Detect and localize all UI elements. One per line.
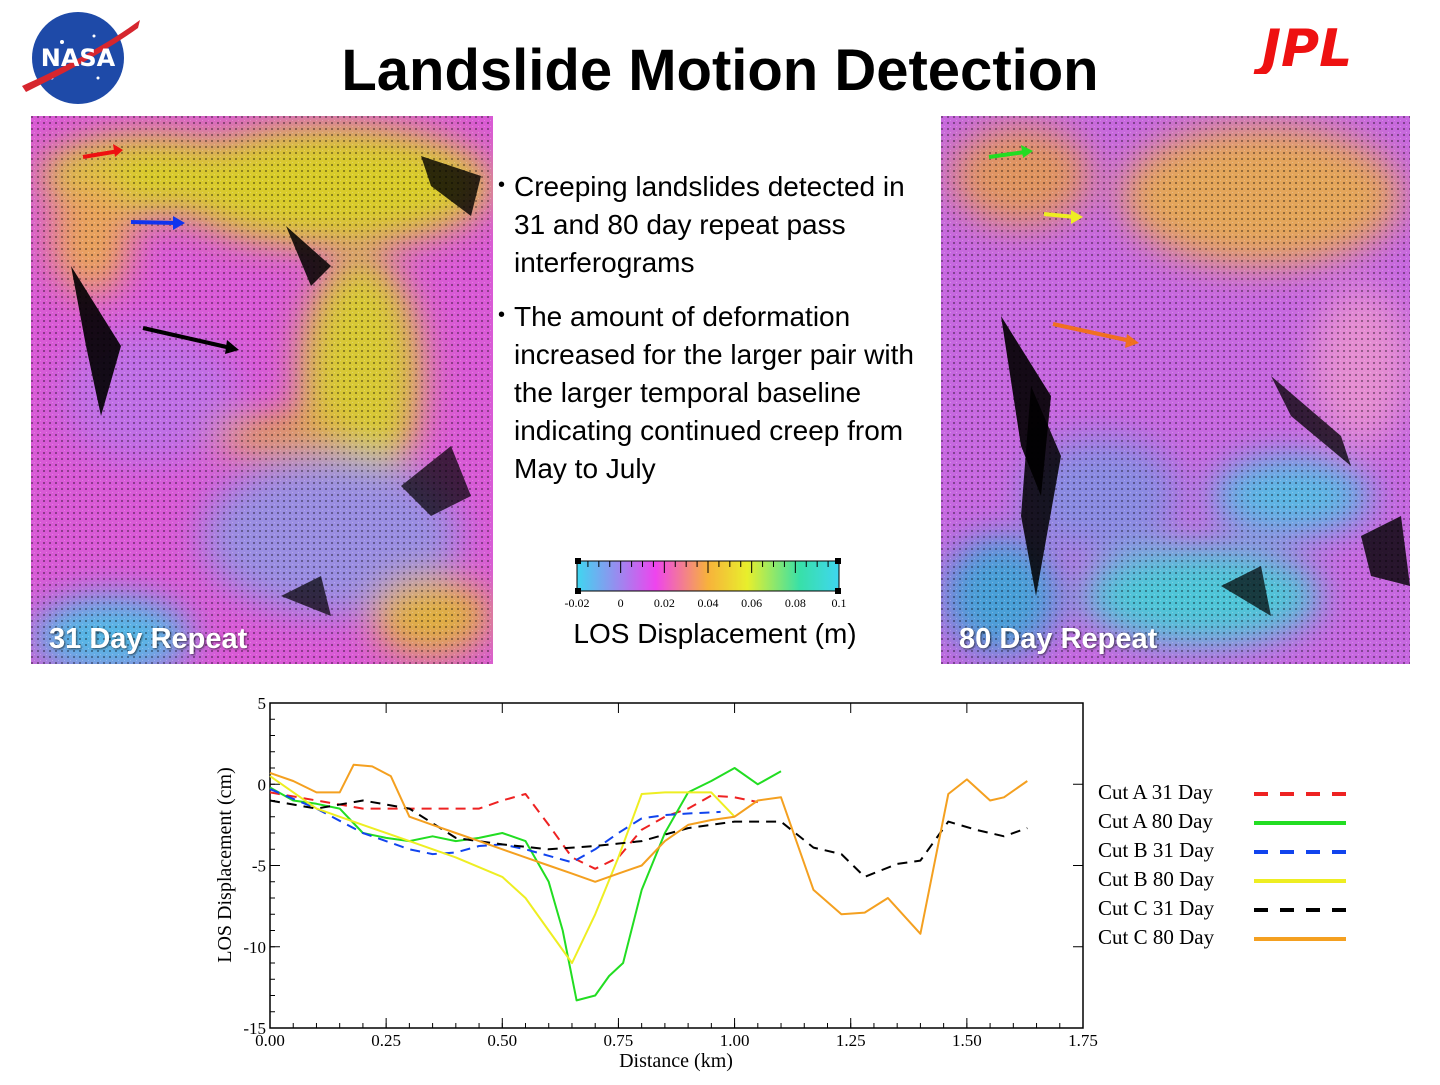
legend-label: Cut B 80 Day	[1098, 867, 1215, 891]
colorbar-tick-label: 0	[618, 596, 624, 610]
colorbar-tick-label: 0.08	[785, 596, 806, 610]
colorbar: -0.02 0 0.02 0.04 0.06 0.08 0.1	[550, 555, 860, 615]
orange-arrow	[1052, 322, 1132, 343]
colorbar-tick-label: -0.02	[565, 596, 590, 610]
nasa-logo-text: NASA	[41, 44, 116, 72]
jpl-logo-text: JPL	[1253, 22, 1353, 74]
x-tick-label: 0.75	[604, 1031, 634, 1050]
x-tick-label: 0.00	[255, 1031, 285, 1050]
y-tick-label: -15	[243, 1019, 266, 1038]
panel-label-31-day: 31 Day Repeat	[49, 623, 248, 655]
y-tick-label: 0	[258, 775, 267, 794]
colorbar-tick-label: 0.06	[741, 596, 762, 610]
legend-label: Cut B 31 Day	[1098, 838, 1215, 862]
x-axis-label: Distance (km)	[619, 1050, 733, 1072]
legend-item: Cut B 80 Day	[1098, 867, 1358, 896]
x-tick-label: 1.25	[836, 1031, 866, 1050]
series-line-cut-c-31-day	[269, 799, 1028, 878]
bullet-list: Creeping landslides detected in 31 and 8…	[496, 166, 932, 504]
interferogram-80-day: 80 Day Repeat	[941, 116, 1410, 664]
legend-label: Cut C 80 Day	[1098, 925, 1215, 949]
plot-frame	[269, 702, 1084, 1029]
series-line-cut-b-31-day	[269, 788, 721, 864]
legend-item: Cut A 80 Day	[1098, 809, 1358, 838]
y-tick-label: -10	[243, 938, 266, 957]
legend-item: Cut A 31 Day	[1098, 780, 1358, 809]
colorbar-tick-label: 0.02	[654, 596, 675, 610]
y-tick-label: 5	[258, 694, 267, 713]
interferogram-31-day: 31 Day Repeat	[31, 116, 493, 664]
bullet-item: Creeping landslides detected in 31 and 8…	[496, 166, 932, 282]
legend-label: Cut A 31 Day	[1098, 780, 1213, 804]
series-line-cut-a-31-day	[269, 791, 759, 870]
panel-label-80-day: 80 Day Repeat	[959, 623, 1158, 655]
colorbar-tick-label: 0.04	[698, 596, 719, 610]
y-tick-label: -5	[252, 857, 266, 876]
red-arrow	[82, 149, 120, 159]
displacement-chart: 0.00 0.25 0.50 0.75 1.00 1.25 1.50 1.75 5 0 -5 -10…	[205, 690, 1380, 1080]
black-arrow	[142, 326, 232, 350]
page-title: Landslide Motion Detection	[341, 38, 1099, 103]
chart-legend: Cut A 31 Day Cut A 80 Day Cut B 31 Day C…	[1098, 780, 1358, 954]
series-line-cut-b-80-day	[269, 775, 736, 964]
bullet-item: The amount of deformation increased for …	[496, 296, 932, 488]
x-tick-label: 1.50	[952, 1031, 982, 1050]
x-tick-label: 0.25	[371, 1031, 401, 1050]
colorbar-caption: LOS Displacement (m)	[573, 618, 857, 649]
jpl-logo: JPL	[1253, 22, 1353, 74]
green-arrow	[988, 150, 1026, 159]
nasa-logo: NASA	[22, 12, 140, 104]
legend-item: Cut C 80 Day	[1098, 925, 1358, 954]
interferogram-31-day-image	[31, 116, 493, 664]
blue-arrow	[130, 220, 178, 225]
colorbar-tick-label: 0.1	[832, 596, 847, 610]
legend-label: Cut C 31 Day	[1098, 896, 1215, 920]
yellow-arrow	[1043, 212, 1076, 219]
y-axis-label: LOS Displacement (cm)	[214, 767, 236, 963]
legend-label: Cut A 80 Day	[1098, 809, 1213, 833]
interferogram-80-day-image	[941, 116, 1410, 664]
x-tick-label: 0.50	[487, 1031, 517, 1050]
series-line-cut-c-80-day	[269, 763, 1028, 935]
legend-item: Cut B 31 Day	[1098, 838, 1358, 867]
legend-item: Cut C 31 Day	[1098, 896, 1358, 925]
x-tick-label: 1.75	[1068, 1031, 1098, 1050]
x-tick-label: 1.00	[720, 1031, 750, 1050]
